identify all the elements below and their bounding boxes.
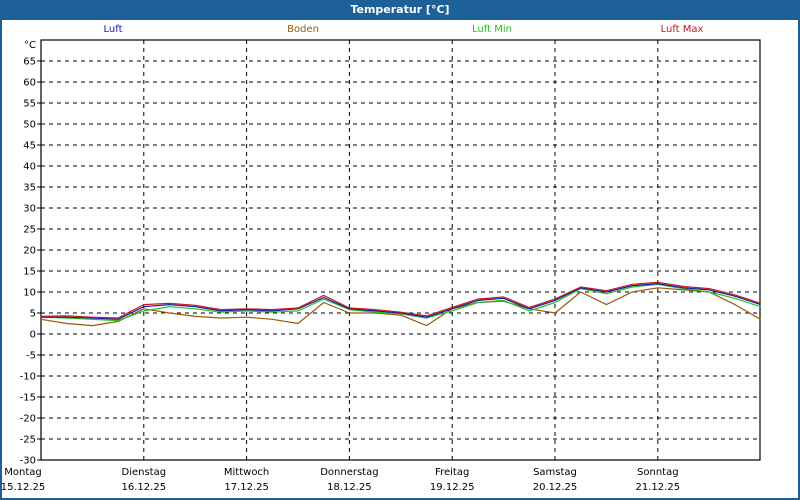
y-tick-label: -20: [20, 414, 36, 425]
series-line-boden: [40, 287, 761, 327]
legend-item: Boden: [287, 24, 319, 35]
y-tick-label: -30: [20, 456, 36, 467]
y-tick-label: 35: [23, 183, 36, 194]
y-tick-label: 40: [23, 162, 36, 173]
temperature-plot: 65605550454035302520151050-5-10-15-20-25…: [2, 39, 761, 493]
y-tick-label: -10: [20, 372, 36, 383]
x-day-label: Mittwoch: [224, 467, 269, 478]
legend-item: Luft Max: [660, 24, 704, 35]
y-tick-label: 65: [23, 57, 36, 68]
y-tick-label: -15: [20, 393, 36, 404]
series-line-luft: [41, 283, 761, 320]
x-date-label: 15.12.25: [2, 482, 45, 493]
y-tick-label: 50: [23, 120, 36, 131]
y-tick-label: 20: [23, 246, 36, 257]
y-tick-label: 30: [23, 204, 36, 215]
x-date-label: 16.12.25: [122, 482, 167, 493]
chart-canvas: Luft Boden Luft Min Luft Max 65 60 55 50 45 40 35…: [2, 20, 798, 498]
y-tick-label: -25: [20, 435, 36, 446]
legend-item: Luft Min: [472, 24, 512, 35]
x-day-label: Donnerstag: [320, 467, 378, 478]
x-day-label: Sonntag: [637, 467, 679, 478]
legend-item: Luft: [103, 24, 123, 35]
x-date-label: 17.12.25: [224, 482, 269, 493]
plot-frame: [40, 39, 761, 461]
x-date-label: 19.12.25: [430, 482, 475, 493]
x-day-label: Samstag: [533, 467, 577, 478]
y-tick-label: 15: [23, 267, 36, 278]
x-day-label: Dienstag: [122, 467, 167, 478]
y-tick-label: -5: [26, 351, 36, 362]
y-tick-label: 0: [30, 330, 36, 341]
y-tick-label: 45: [23, 141, 36, 152]
x-date-label: 18.12.25: [327, 482, 372, 493]
window-title: Temperatur [°C]: [0, 0, 800, 20]
y-tick-label: 5: [30, 309, 36, 320]
x-day-label: Freitag: [435, 467, 469, 478]
y-tick-label: 25: [23, 225, 36, 236]
series-line-luft-max: [40, 281, 761, 319]
x-day-label: Montag: [4, 467, 41, 478]
y-tick-label: 60: [23, 78, 36, 89]
series-line-luft-min: [40, 283, 761, 322]
y-unit-label: °C: [24, 40, 36, 51]
x-date-label: 20.12.25: [533, 482, 578, 493]
y-tick-label: 55: [23, 99, 36, 110]
y-tick-label: 10: [23, 288, 36, 299]
x-date-label: 21.12.25: [636, 482, 681, 493]
